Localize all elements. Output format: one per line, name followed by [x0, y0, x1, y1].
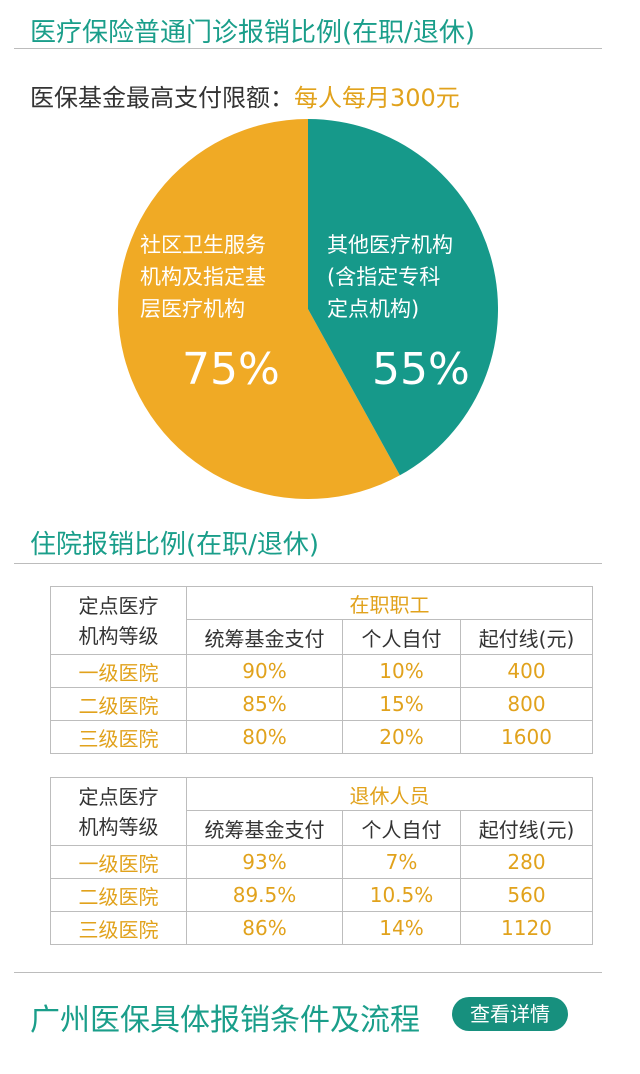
fund-cell: 89.5%	[186, 878, 343, 912]
self-pay-cell: 10%	[342, 654, 461, 688]
view-details-button[interactable]: 查看详情	[452, 997, 568, 1031]
inpatient-table-employed: 定点医疗 机构等级 在职职工 统筹基金支付 个人自付 起付线(元) 一级医院 9…	[50, 586, 593, 754]
threshold-cell: 1120	[460, 911, 593, 945]
section-divider	[14, 563, 602, 564]
column-header-threshold: 起付线(元)	[460, 619, 593, 655]
fund-cell: 85%	[186, 687, 343, 721]
self-pay-cell: 7%	[342, 845, 461, 879]
table-row: 一级医院 93% 7% 280	[50, 845, 593, 879]
column-header-self: 个人自付	[342, 619, 461, 655]
table-header-row: 定点医疗 机构等级 退休人员	[50, 777, 593, 846]
self-pay-cell: 10.5%	[342, 878, 461, 912]
table-row: 三级医院 86% 14% 1120	[50, 911, 593, 945]
fund-cell: 93%	[186, 845, 343, 879]
table-row: 三级医院 80% 20% 1600	[50, 720, 593, 754]
pie-right-label: 其他医疗机构 (含指定专科 定点机构)	[327, 229, 453, 325]
table-row: 一级医院 90% 10% 400	[50, 654, 593, 688]
pie-left-label-line: 社区卫生服务	[140, 233, 266, 257]
threshold-cell: 1600	[460, 720, 593, 754]
column-header-fund: 统筹基金支付	[186, 810, 343, 846]
threshold-cell: 400	[460, 654, 593, 688]
column-header-fund: 统筹基金支付	[186, 619, 343, 655]
group-header-cell: 在职职工	[186, 586, 593, 620]
inpatient-section-title: 住院报销比例(在职/退休)	[30, 530, 320, 560]
pie-left-percent: 75%	[182, 344, 280, 395]
fund-limit-line: 医保基金最高支付限额：每人每月300元	[30, 78, 460, 113]
threshold-cell: 560	[460, 878, 593, 912]
section-divider	[14, 972, 602, 973]
hospital-level-cell: 二级医院	[50, 687, 187, 721]
pie-slice-other	[308, 119, 498, 476]
fund-cell: 90%	[186, 654, 343, 688]
process-link-title: 广州医保具体报销条件及流程	[30, 1003, 420, 1038]
fund-cell: 86%	[186, 911, 343, 945]
self-pay-cell: 15%	[342, 687, 461, 721]
table-column-row: 统筹基金支付 个人自付 起付线(元)	[51, 810, 593, 846]
level-header-cell: 定点医疗 机构等级	[50, 777, 187, 846]
hospital-level-cell: 一级医院	[50, 654, 187, 688]
hospital-level-cell: 三级医院	[50, 911, 187, 945]
fund-limit-label: 医保基金最高支付限额：	[30, 84, 294, 112]
level-header-line: 机构等级	[78, 623, 159, 648]
section-divider	[14, 48, 602, 49]
threshold-cell: 800	[460, 687, 593, 721]
inpatient-table-retired: 定点医疗 机构等级 退休人员 统筹基金支付 个人自付 起付线(元) 一级医院 9…	[50, 777, 593, 945]
table-row: 二级医院 85% 15% 800	[50, 687, 593, 721]
level-header-cell: 定点医疗 机构等级	[50, 586, 187, 655]
group-header-cell: 退休人员	[186, 777, 593, 811]
self-pay-cell: 14%	[342, 911, 461, 945]
level-header-line: 定点医疗	[78, 784, 159, 809]
fund-cell: 80%	[186, 720, 343, 754]
pie-left-label-line: 层医疗机构	[140, 297, 245, 321]
pie-right-percent: 55%	[372, 344, 470, 395]
outpatient-section-title: 医疗保险普通门诊报销比例(在职/退休)	[30, 18, 476, 48]
pie-left-label-line: 机构及指定基	[140, 265, 266, 289]
pie-slice-community	[118, 119, 400, 499]
fund-limit-value: 每人每月300元	[294, 84, 460, 112]
threshold-cell: 280	[460, 845, 593, 879]
level-header-line: 机构等级	[78, 814, 159, 839]
pie-right-label-line: (含指定专科	[327, 265, 441, 289]
column-header-self: 个人自付	[342, 810, 461, 846]
self-pay-cell: 20%	[342, 720, 461, 754]
hospital-level-cell: 一级医院	[50, 845, 187, 879]
pie-left-label: 社区卫生服务 机构及指定基 层医疗机构	[140, 229, 266, 325]
pie-right-label-line: 定点机构)	[327, 297, 420, 321]
table-row: 二级医院 89.5% 10.5% 560	[50, 878, 593, 912]
table-header-row: 定点医疗 机构等级 在职职工	[50, 586, 593, 655]
pie-right-label-line: 其他医疗机构	[327, 233, 453, 257]
hospital-level-cell: 二级医院	[50, 878, 187, 912]
hospital-level-cell: 三级医院	[50, 720, 187, 754]
reimbursement-pie	[118, 119, 498, 499]
column-header-threshold: 起付线(元)	[460, 810, 593, 846]
level-header-line: 定点医疗	[78, 593, 159, 618]
